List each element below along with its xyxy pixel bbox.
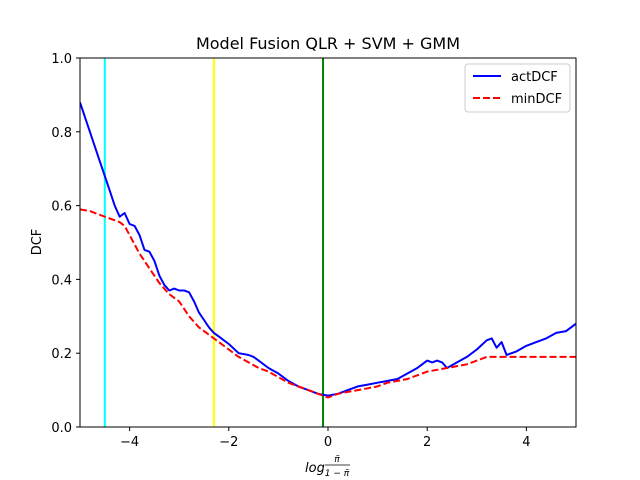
y-tick-label: 0.4 — [51, 273, 72, 288]
x-axis-label-prefix: log — [305, 461, 325, 476]
legend-label-minDCF: minDCF — [511, 92, 562, 107]
y-tick-label: 0.0 — [51, 421, 72, 436]
legend: actDCF minDCF — [464, 63, 571, 113]
y-axis-label: DCF — [30, 229, 45, 256]
x-tick-label: 4 — [522, 435, 530, 450]
chart-title: Model Fusion QLR + SVM + GMM — [196, 34, 460, 53]
x-tick-label: 2 — [423, 435, 431, 450]
x-axis-label: log π̃ 1 − π̃ — [305, 455, 350, 479]
y-tick-label: 0.6 — [51, 200, 72, 215]
legend-label-actDCF: actDCF — [511, 70, 558, 85]
x-tick-label: −2 — [219, 435, 238, 450]
y-tick-label: 0.2 — [51, 347, 72, 362]
x-axis-label-numerator: π̃ — [334, 455, 340, 465]
series-line-minDCF — [80, 208, 576, 399]
y-tick-label: 0.8 — [51, 126, 72, 141]
x-tick-label: 0 — [324, 435, 332, 450]
y-tick-label: 1.0 — [51, 52, 72, 67]
x-tick-label: −4 — [120, 435, 139, 450]
axis-ticks: −4 −2 0 2 4 0.0 0.2 0.4 0.6 0.8 1.0 — [51, 52, 530, 450]
x-axis-label-denominator: 1 − π̃ — [325, 469, 350, 479]
